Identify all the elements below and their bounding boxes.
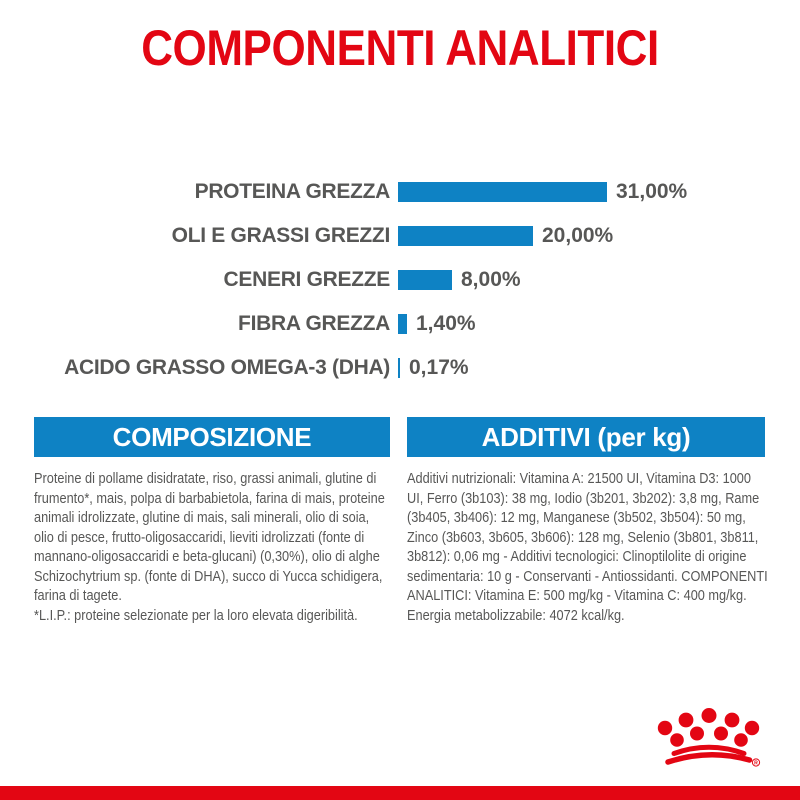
chart-category-label: PROTEINA GREZZA	[194, 180, 391, 203]
composition-body-text: Proteine di pollame disidratate, riso, g…	[34, 470, 385, 604]
chart-category-label: CENERI GREZZE	[223, 268, 391, 291]
chart-value-label: 0,17%	[409, 356, 469, 379]
page-title: COMPONENTI ANALITICI	[141, 20, 659, 76]
chart-row: ACIDO GRASSO OMEGA-3 (DHA) 0,17%	[34, 356, 774, 379]
chart-category-label: FIBRA GREZZA	[238, 312, 390, 335]
chart-bar	[398, 358, 400, 378]
chart-category-label: ACIDO GRASSO OMEGA-3 (DHA)	[64, 356, 390, 379]
svg-text:R: R	[754, 760, 758, 766]
chart-bar	[398, 314, 407, 334]
chart-value-label: 1,40%	[416, 312, 476, 335]
composition-footnote: *L.I.P.: proteine selezionate per la lor…	[34, 606, 358, 624]
royal-canin-crown-icon: R	[657, 708, 761, 767]
composition-section-header: COMPOSIZIONE	[34, 417, 390, 457]
chart-row: OLI E GRASSI GREZZI 20,00%	[34, 224, 774, 247]
additives-section-header: ADDITIVI (per kg)	[407, 417, 765, 457]
chart-category-label: OLI E GRASSI GREZZI	[171, 224, 391, 247]
composition-text-block: Proteine di pollame disidratate, riso, g…	[34, 469, 392, 625]
chart-value-label: 20,00%	[542, 224, 614, 247]
chart-value-label: 8,00%	[461, 268, 521, 291]
chart-bar	[398, 182, 607, 202]
chart-bar	[398, 226, 533, 246]
additives-body-text: Additivi nutrizionali: Vitamina A: 21500…	[407, 470, 768, 624]
chart-value-label: 31,00%	[616, 180, 688, 203]
chart-row: FIBRA GREZZA 1,40%	[34, 312, 774, 335]
chart-row: PROTEINA GREZZA 31,00%	[34, 180, 774, 203]
registered-trademark-icon: R	[751, 758, 761, 767]
analytical-components-bar-chart: PROTEINA GREZZA 31,00% OLI E GRASSI GREZZI…	[34, 180, 774, 402]
chart-row: CENERI GREZZE 8,00%	[34, 268, 774, 291]
chart-bar	[398, 270, 452, 290]
additives-text-block: Additivi nutrizionali: Vitamina A: 21500…	[407, 469, 769, 625]
footer-red-stripe	[0, 786, 800, 800]
